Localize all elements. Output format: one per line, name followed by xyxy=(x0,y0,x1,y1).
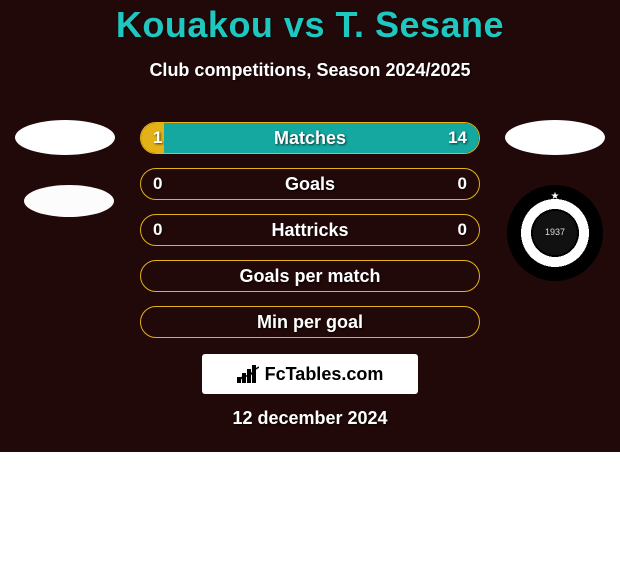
comparison-card: Kouakou vs T. Sesane Club competitions, … xyxy=(0,0,620,452)
stat-label: Matches xyxy=(274,128,346,149)
stat-label: Hattricks xyxy=(271,220,348,241)
club-logo-inner: 1937 xyxy=(533,211,577,255)
player2-column: ★ 1937 xyxy=(500,120,610,281)
stat-bar: 0 Goals 0 xyxy=(140,168,480,200)
stat-right-value: 0 xyxy=(458,220,467,240)
stat-bar: Min per goal xyxy=(140,306,480,338)
stat-left-value: 0 xyxy=(153,174,162,194)
stat-bar: 1 Matches 14 xyxy=(140,122,480,154)
stat-bars-container: 1 Matches 14 0 Goals 0 0 Hattricks 0 Goals per ma… xyxy=(140,122,480,338)
player1-avatar xyxy=(15,120,115,155)
stat-left-value: 0 xyxy=(153,220,162,240)
whitespace-below xyxy=(0,452,620,580)
brand-box[interactable]: FcTables.com xyxy=(202,354,418,394)
brand-line-icon xyxy=(239,365,259,383)
player1-club-placeholder xyxy=(24,185,114,217)
card-date: 12 december 2024 xyxy=(0,408,620,429)
brand-text: FcTables.com xyxy=(265,364,384,385)
stat-bar: Goals per match xyxy=(140,260,480,292)
stat-right-value: 14 xyxy=(448,128,467,148)
stat-bar: 0 Hattricks 0 xyxy=(140,214,480,246)
star-icon: ★ xyxy=(551,191,560,202)
stat-right-value: 0 xyxy=(458,174,467,194)
club-year: 1937 xyxy=(533,228,577,238)
player1-column xyxy=(10,120,120,217)
stat-label: Min per goal xyxy=(257,312,363,333)
player2-club-logo: ★ 1937 xyxy=(507,185,603,281)
stat-label: Goals xyxy=(285,174,335,195)
comparison-title: Kouakou vs T. Sesane xyxy=(0,0,620,46)
player2-avatar xyxy=(505,120,605,155)
stat-left-value: 1 xyxy=(153,128,162,148)
stat-label: Goals per match xyxy=(239,266,380,287)
comparison-subtitle: Club competitions, Season 2024/2025 xyxy=(0,60,620,81)
